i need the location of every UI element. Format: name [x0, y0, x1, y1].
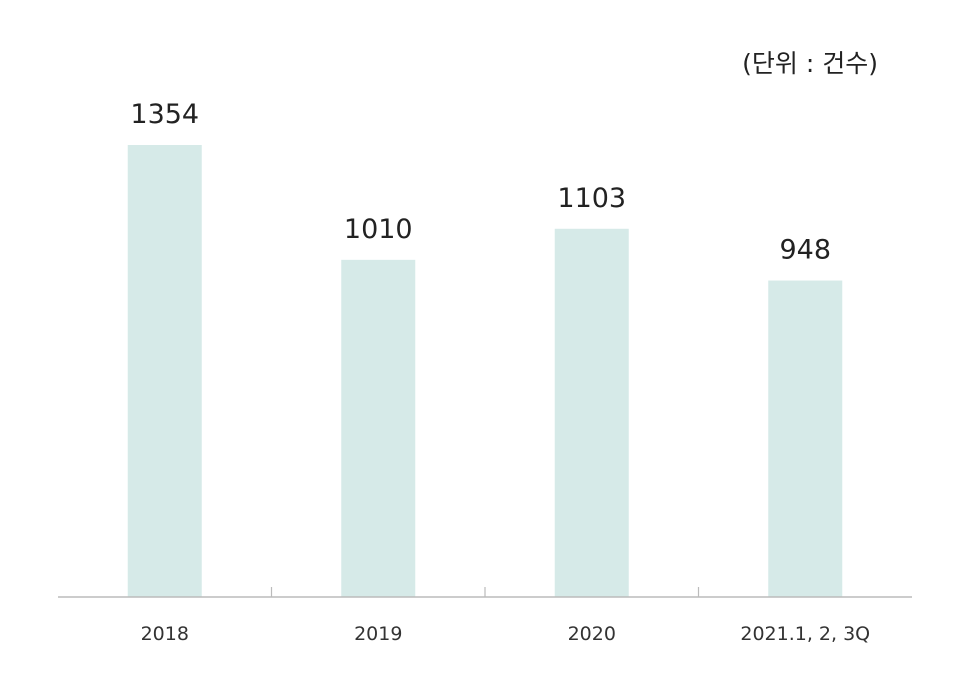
- tick-label-1: 2019: [354, 623, 402, 645]
- x-axis-tick-labels: 2018 2019 2020 2021.1, 2, 3Q: [141, 623, 871, 645]
- bar-0: [127, 145, 202, 597]
- bars-layer: [127, 145, 843, 597]
- value-label-0: 1354: [130, 99, 199, 130]
- tick-label-0: 2018: [141, 623, 189, 645]
- tick-label-3: 2021.1, 2, 3Q: [740, 623, 870, 645]
- bar-3: [768, 280, 843, 597]
- value-label-3: 948: [779, 235, 831, 266]
- bar-1: [341, 259, 416, 597]
- bar-2: [554, 228, 629, 597]
- value-labels-layer: 1354 1010 1103 948: [130, 99, 831, 266]
- unit-label: (단위 : 건수): [742, 49, 878, 78]
- value-label-2: 1103: [557, 183, 626, 214]
- x-axis-ticks: [270, 587, 700, 597]
- value-label-1: 1010: [344, 214, 413, 245]
- tick-label-2: 2020: [568, 623, 616, 645]
